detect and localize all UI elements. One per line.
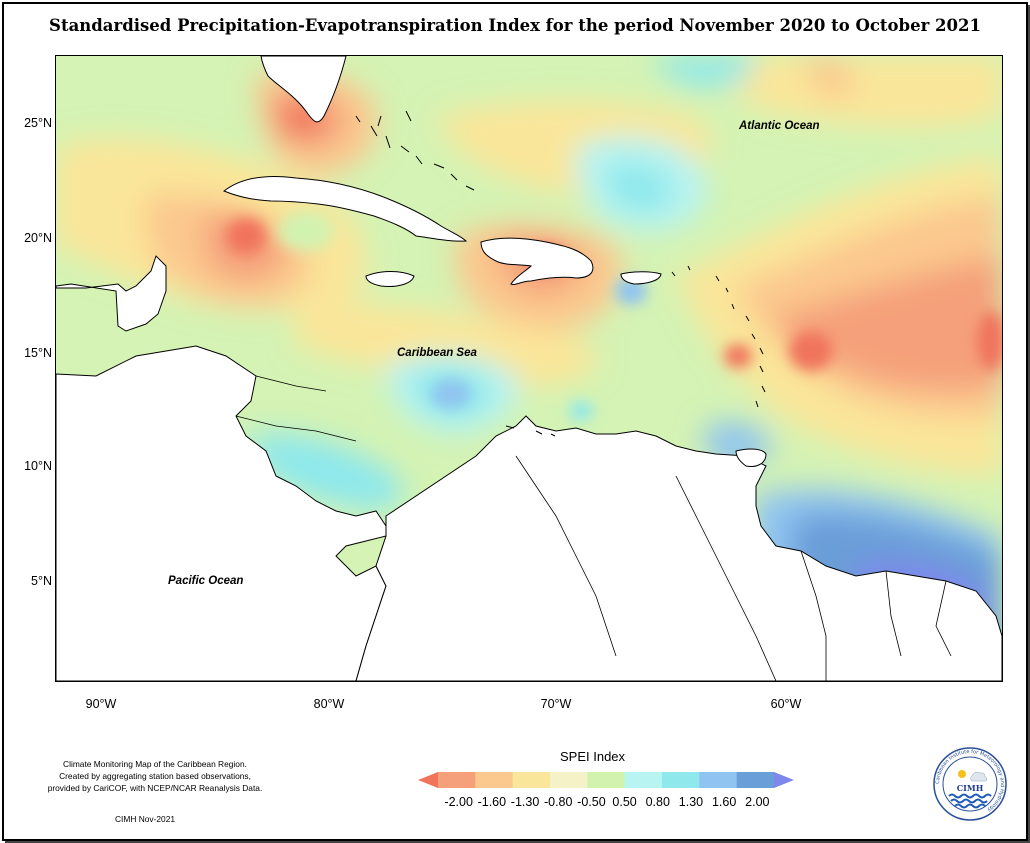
legend-segment	[736, 772, 775, 788]
legend-title: SPEI Index	[560, 749, 626, 764]
credits-line-2: Created by aggregating station based obs…	[59, 771, 251, 781]
legend-segment	[624, 772, 663, 788]
legend-segment	[699, 772, 738, 788]
land-trinidad	[735, 448, 767, 467]
country-borders	[235, 375, 952, 681]
legend-tick-label: -0.50	[577, 795, 606, 809]
map-credits: Climate Monitoring Map of the Caribbean …	[30, 758, 280, 794]
legend-tick-label: 0.80	[645, 795, 670, 809]
legend-tick-label: -1.60	[477, 795, 507, 809]
sun-icon	[958, 770, 966, 778]
legend-segment	[550, 772, 588, 788]
lon-label-70w: 70°W	[540, 697, 572, 711]
legend-segment	[662, 772, 700, 788]
land-jamaica	[365, 271, 415, 287]
land-central-america	[56, 255, 167, 332]
small-islands	[355, 110, 766, 437]
spei-map-canvas	[56, 56, 1002, 681]
legend-segment	[475, 772, 514, 788]
credits-date: CIMH Nov-2021	[114, 814, 176, 824]
lon-label-90w: 90°W	[85, 697, 117, 711]
wave-icon	[948, 793, 992, 799]
legend-tick-label: 1.30	[678, 795, 704, 809]
land-masses	[56, 56, 1002, 681]
credits-line-1: Climate Monitoring Map of the Caribbean …	[63, 759, 247, 769]
cloud-icon	[970, 771, 988, 782]
land-hispaniola	[480, 237, 594, 285]
legend-segment	[438, 772, 476, 788]
land-south-america	[355, 415, 1002, 681]
lat-label-20n: 20°N	[24, 231, 52, 245]
pacific-ocean-label: Pacific Ocean	[168, 575, 244, 587]
cimh-logo-icon: Caribbean Institute for Meteorology and …	[933, 747, 1007, 821]
lat-label-5n: 5°N	[31, 574, 52, 588]
spei-map	[55, 55, 1003, 682]
lon-label-80w: 80°W	[313, 697, 345, 711]
legend-tick-label: -1.30	[510, 795, 540, 809]
land-florida	[260, 56, 347, 123]
caribbean-sea-label: Caribbean Sea	[397, 347, 477, 359]
legend-tick-label: -0.80	[543, 795, 573, 809]
legend-segment	[512, 772, 551, 788]
atlantic-ocean-label: Atlantic Ocean	[739, 120, 820, 132]
legend-segments	[418, 772, 794, 788]
map-title: Standardised Precipitation-Evapotranspir…	[49, 16, 981, 35]
lat-label-25n: 25°N	[24, 116, 52, 130]
legend-arrow-left	[418, 772, 438, 788]
legend-segment	[587, 772, 626, 788]
legend-tick-label: -2.00	[444, 795, 473, 809]
legend-tick-label: 0.50	[612, 795, 637, 809]
legend-colorbar	[418, 772, 794, 788]
credits-line-3: provided by CariCOF, with NCEP/NCAR Rean…	[47, 783, 263, 793]
land-puerto-rico	[620, 271, 662, 285]
land-cuba	[223, 176, 468, 242]
lon-label-60w: 60°W	[770, 697, 802, 711]
legend-tick-label: 1.60	[711, 795, 737, 809]
lat-label-15n: 15°N	[24, 346, 52, 360]
legend-tick-labels: -2.00 -1.60 -1.30 -0.80 -0.50 0.50 0.80 1.30 1.6…	[420, 795, 800, 811]
cimh-logo-text: CIMH	[957, 783, 984, 793]
legend-tick-label: 2.00	[745, 795, 770, 809]
legend-arrow-right	[774, 772, 794, 788]
lat-label-10n: 10°N	[24, 459, 52, 473]
